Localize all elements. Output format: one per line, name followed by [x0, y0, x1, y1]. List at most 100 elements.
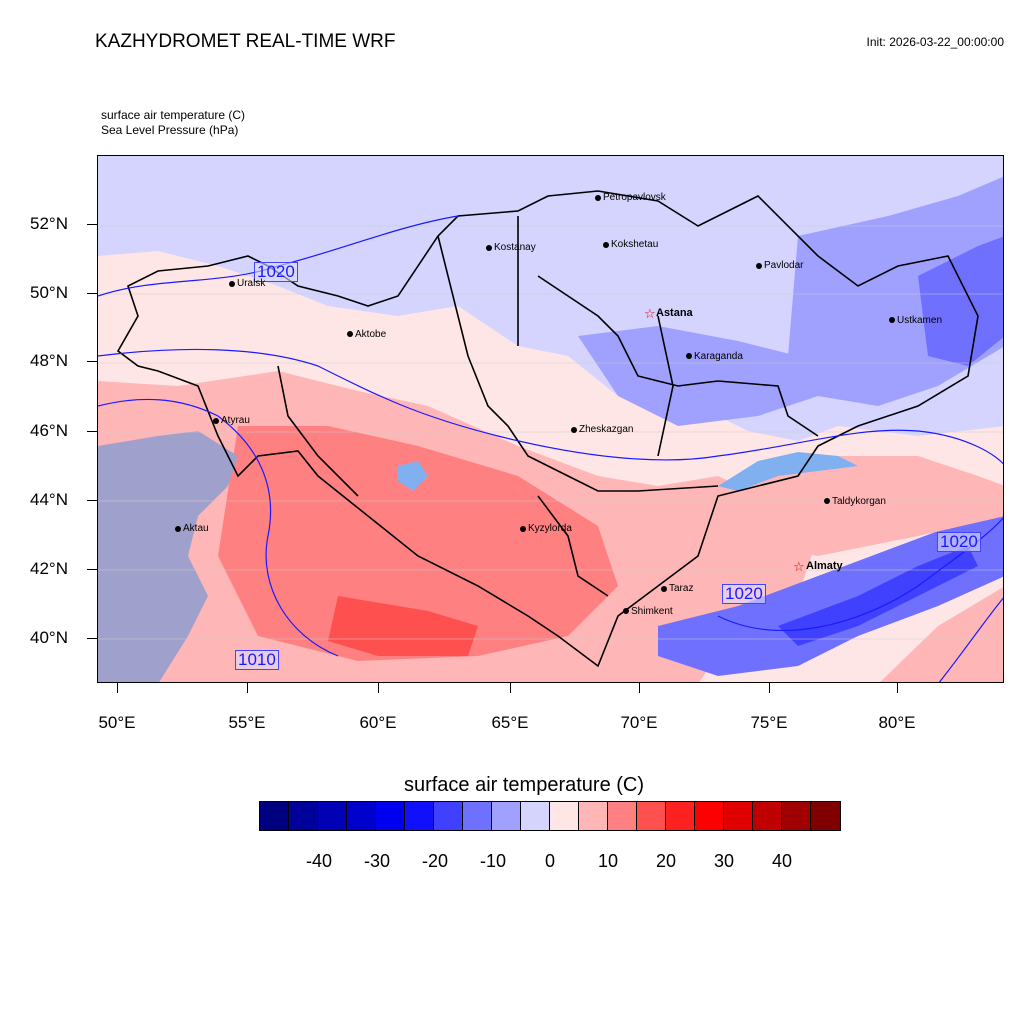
lon-tick	[897, 683, 898, 693]
city-dot	[623, 608, 629, 614]
colorbar-label: 40	[771, 851, 793, 871]
city-label-ustkamen: Ustkamen	[897, 315, 943, 326]
colorbar-swatch	[434, 802, 463, 830]
lon-tick	[117, 683, 118, 693]
colorbar-swatch	[637, 802, 666, 830]
region-borders	[116, 190, 979, 668]
city-label-taldykorgan: Taldykorgan	[832, 496, 886, 507]
city-label-aktau: Aktau	[183, 523, 209, 534]
colorbar-swatch	[550, 802, 579, 830]
lat-label: 48°N	[30, 351, 68, 370]
lon-tick	[247, 683, 248, 693]
lat-tick	[87, 431, 97, 432]
lat-label: 46°N	[30, 421, 68, 440]
city-dot	[603, 242, 609, 248]
colorbar-label: 10	[597, 851, 619, 871]
lat-label: 42°N	[30, 559, 68, 578]
colorbar-label: 0	[544, 851, 555, 871]
lat-label: 50°N	[30, 283, 68, 302]
lon-label: 60°E	[359, 713, 397, 732]
colorbar-swatch	[782, 802, 811, 830]
capital-star-icon: ☆	[644, 306, 656, 321]
city-dot	[213, 418, 219, 424]
lat-tick	[87, 638, 97, 639]
lat-label: 40°N	[30, 628, 68, 647]
map-panel	[97, 155, 1004, 683]
lat-label: 44°N	[30, 490, 68, 509]
southeast-warm-region	[880, 587, 1003, 682]
colorbar-swatch	[347, 802, 376, 830]
colorbar-swatch	[289, 802, 318, 830]
lat-label: 52°N	[30, 214, 68, 233]
city-label-uralsk: Uralsk	[237, 278, 266, 289]
colorbar-label: -20	[421, 851, 448, 871]
colorbar-swatch	[405, 802, 434, 830]
city-dot	[686, 353, 692, 359]
init-time: Init: 2026-03-22_00:00:00	[866, 35, 1004, 49]
aral-sea	[398, 461, 428, 491]
colorbar-swatch	[724, 802, 753, 830]
field-label-pressure: Sea Level Pressure (hPa)	[101, 123, 239, 137]
colorbar	[259, 801, 841, 831]
city-dot	[824, 498, 830, 504]
city-dot	[661, 586, 667, 592]
city-label-kostanay: Kostanay	[494, 242, 536, 253]
lon-label: 70°E	[620, 713, 658, 732]
colorbar-swatch	[260, 802, 289, 830]
city-label-taraz: Taraz	[669, 583, 694, 594]
mountain-cold-band	[658, 506, 1003, 676]
city-label-almaty: Almaty	[806, 560, 843, 572]
lon-label: 80°E	[878, 713, 916, 732]
city-dot	[595, 195, 601, 201]
city-dot	[756, 263, 762, 269]
colorbar-swatch	[579, 802, 608, 830]
isobar-label-1010: 1010	[235, 650, 279, 670]
warm-region-core	[218, 426, 618, 661]
lon-label: 55°E	[228, 713, 266, 732]
caspian-sea	[98, 431, 238, 682]
colorbar-label: 30	[713, 851, 735, 871]
colorbar-label: -10	[479, 851, 506, 871]
lat-tick	[87, 293, 97, 294]
city-label-pavlodar: Pavlodar	[764, 260, 804, 271]
city-dot	[175, 526, 181, 532]
warm-region-west-north	[98, 266, 348, 366]
lon-tick	[639, 683, 640, 693]
colorbar-swatch	[608, 802, 637, 830]
lon-tick	[769, 683, 770, 693]
lake-balkhash	[718, 452, 858, 491]
city-label-shimkent: Shimkent	[631, 606, 673, 617]
colorbar-label: -40	[305, 851, 332, 871]
city-dot	[571, 427, 577, 433]
lon-label: 65°E	[491, 713, 529, 732]
lat-tick	[87, 224, 97, 225]
colorbar-swatch	[463, 802, 492, 830]
city-label-astana: Astana	[656, 307, 693, 319]
city-dot	[889, 317, 895, 323]
lat-tick	[87, 569, 97, 570]
colorbar-swatch	[376, 802, 405, 830]
colorbar-swatch	[492, 802, 521, 830]
city-label-aktobe: Aktobe	[355, 329, 387, 340]
east-warm-region	[738, 456, 1003, 556]
colorbar-swatch	[811, 802, 840, 830]
cold-patch-karaganda	[578, 326, 818, 426]
colorbar-swatch	[318, 802, 347, 830]
lon-tick	[510, 683, 511, 693]
city-label-kyzylorda: Kyzylorda	[528, 523, 572, 534]
colorbar-label: -30	[363, 851, 390, 871]
colorbar-swatch	[753, 802, 782, 830]
lat-tick	[87, 361, 97, 362]
city-label-zheskazgan: Zheskazgan	[579, 424, 634, 435]
city-label-petropavlovsk: Petropavlovsk	[603, 192, 666, 203]
colorbar-swatch	[666, 802, 695, 830]
cold-patch-east-deep	[918, 236, 1003, 366]
colorbar-title: surface air temperature (C)	[403, 774, 645, 796]
lon-label: 50°E	[98, 713, 136, 732]
lon-tick	[378, 683, 379, 693]
warm-region-hot	[328, 596, 478, 656]
city-label-atyrau: Atyrau	[221, 415, 250, 426]
city-label-karaganda: Karaganda	[694, 351, 743, 362]
lon-label: 75°E	[750, 713, 788, 732]
isobar-label-1020-north: 1020	[254, 262, 298, 282]
